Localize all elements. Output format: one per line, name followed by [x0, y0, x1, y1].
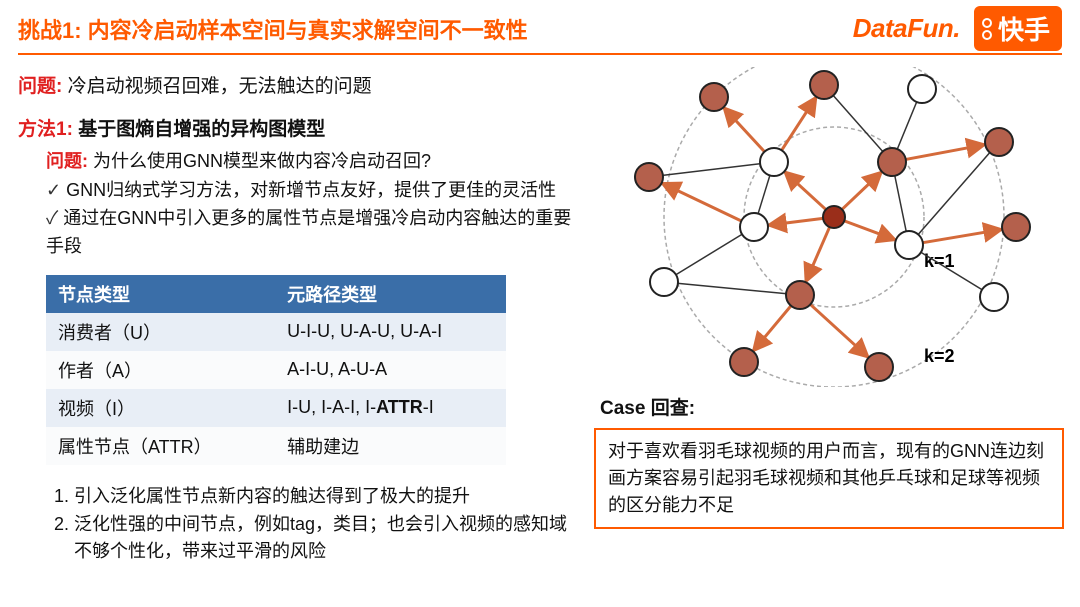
bullet-list: GNN归纳式学习方法，对新增节点友好，提供了更佳的灵活性 通过在GNN中引入更多…	[18, 177, 578, 261]
table-cell: 作者（A）	[46, 351, 275, 389]
table-row: 消费者（U） U-I-U, U-A-U, U-A-I	[46, 313, 506, 351]
gnn-diagram: k=1 k=2	[594, 67, 1064, 387]
logo-group: DataFun. 快手	[853, 6, 1062, 51]
right-column: k=1 k=2 Case 回查: 对于喜欢看羽毛球视频的用户而言，现有的GNN连边…	[594, 67, 1064, 566]
kuaishou-text: 快手	[998, 10, 1050, 47]
sub-question: 问题: 为什么使用GNN模型来做内容冷启动召回?	[18, 147, 578, 173]
left-column: 问题: 冷启动视频召回难，无法触达的问题 方法1: 基于图熵自增强的异构图模型 …	[18, 67, 578, 566]
table-cell: 消费者（U）	[46, 313, 275, 351]
network-svg: k=1 k=2	[594, 67, 1064, 387]
table-cell: 辅助建边	[275, 427, 506, 465]
table-cell: A-I-U, A-U-A	[275, 351, 506, 389]
header-divider	[18, 53, 1062, 55]
table-header: 元路径类型	[275, 275, 506, 313]
svg-text:k=2: k=2	[924, 346, 955, 366]
slide-header: 挑战1: 内容冷启动样本空间与真实求解空间不一致性 DataFun. 快手	[0, 0, 1080, 53]
svg-text:k=1: k=1	[924, 251, 955, 271]
method-line: 方法1: 基于图熵自增强的异构图模型	[18, 114, 578, 141]
sub-question-label: 问题:	[46, 151, 88, 171]
table-row: 属性节点（ATTR） 辅助建边	[46, 427, 506, 465]
list-item: 泛化性强的中间节点，例如tag，类目；也会引入视频的感知域不够个性化，带来过平滑…	[74, 511, 578, 567]
slide-title: 挑战1: 内容冷启动样本空间与真实求解空间不一致性	[18, 13, 528, 45]
slide-body: 问题: 冷启动视频召回难，无法触达的问题 方法1: 基于图熵自增强的异构图模型 …	[0, 63, 1080, 566]
case-box: 对于喜欢看羽毛球视频的用户而言，现有的GNN连边刻画方案容易引起羽毛球视频和其他…	[594, 428, 1064, 529]
case-title: Case 回查:	[600, 393, 1064, 420]
table-cell: 视频（I）	[46, 389, 275, 427]
list-item: 引入泛化属性节点新内容的触达得到了极大的提升	[74, 483, 578, 511]
bullet-item: GNN归纳式学习方法，对新增节点友好，提供了更佳的灵活性	[46, 177, 578, 205]
numbered-list: 引入泛化属性节点新内容的触达得到了极大的提升 泛化性强的中间节点，例如tag，类…	[18, 483, 578, 567]
table-row: 视频（I） I-U, I-A-I, I-ATTR-I	[46, 389, 506, 427]
bullet-item: 通过在GNN中引入更多的属性节点是增强冷启动内容触达的重要手段	[46, 205, 578, 261]
table-header: 节点类型	[46, 275, 275, 313]
table-cell: U-I-U, U-A-U, U-A-I	[275, 313, 506, 351]
problem-line: 问题: 冷启动视频召回难，无法触达的问题	[18, 71, 578, 98]
method-text: 基于图熵自增强的异构图模型	[78, 119, 325, 140]
table-cell: 属性节点（ATTR）	[46, 427, 275, 465]
sub-question-text: 为什么使用GNN模型来做内容冷启动召回?	[93, 151, 431, 171]
problem-text: 冷启动视频召回难，无法触达的问题	[68, 76, 372, 97]
datafun-logo: DataFun.	[853, 13, 960, 44]
kuaishou-logo: 快手	[974, 6, 1062, 51]
kuaishou-icon	[982, 18, 992, 40]
table-row: 作者（A） A-I-U, A-U-A	[46, 351, 506, 389]
table-cell: I-U, I-A-I, I-ATTR-I	[275, 389, 506, 427]
problem-label: 问题:	[18, 76, 62, 97]
metapath-table: 节点类型 元路径类型 消费者（U） U-I-U, U-A-U, U-A-I 作者…	[46, 275, 506, 465]
table-header-row: 节点类型 元路径类型	[46, 275, 506, 313]
method-label: 方法1:	[18, 119, 73, 140]
